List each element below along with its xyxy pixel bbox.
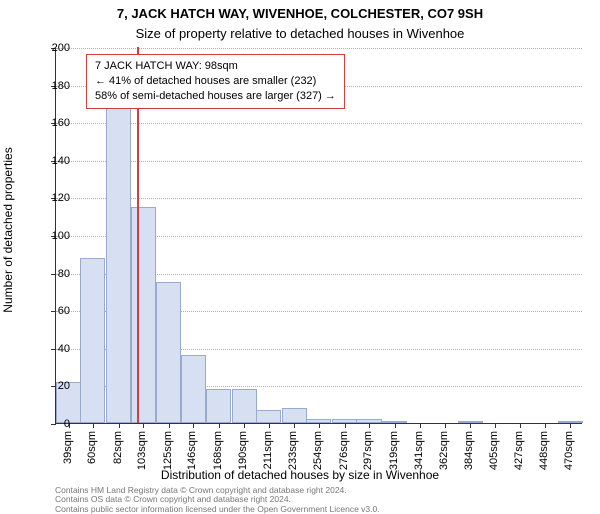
x-tick-mark	[495, 423, 496, 428]
y-tick-label: 60	[40, 305, 70, 317]
x-tick-mark	[520, 423, 521, 428]
y-tick-label: 160	[40, 117, 70, 129]
plot-area: 7 JACK HATCH WAY: 98sqm← 41% of detached…	[55, 48, 582, 424]
footer-text: Contains HM Land Registry data © Crown c…	[55, 486, 380, 514]
x-tick-mark	[193, 423, 194, 428]
x-tick-label: 60sqm	[86, 431, 98, 464]
x-tick-label: 146sqm	[186, 431, 198, 470]
x-axis-label: Distribution of detached houses by size …	[0, 468, 600, 482]
histogram-bar	[106, 92, 131, 423]
x-tick-mark	[294, 423, 295, 428]
x-tick-mark	[169, 423, 170, 428]
x-tick-label: 276sqm	[338, 431, 350, 470]
y-tick-label: 20	[40, 380, 70, 392]
x-tick-label: 254sqm	[312, 431, 324, 470]
x-tick-mark	[244, 423, 245, 428]
x-tick-label: 233sqm	[287, 431, 299, 470]
title-sub: Size of property relative to detached ho…	[0, 26, 600, 41]
x-tick-mark	[395, 423, 396, 428]
x-tick-mark	[219, 423, 220, 428]
x-tick-label: 362sqm	[438, 431, 450, 470]
x-tick-label: 82sqm	[112, 431, 124, 464]
x-tick-label: 125sqm	[162, 431, 174, 470]
histogram-bar	[156, 282, 181, 423]
y-tick-label: 0	[40, 418, 70, 430]
x-tick-mark	[445, 423, 446, 428]
x-tick-mark	[119, 423, 120, 428]
gridline	[56, 48, 582, 49]
histogram-bar	[181, 355, 206, 423]
x-tick-label: 168sqm	[212, 431, 224, 470]
x-tick-mark	[345, 423, 346, 428]
gridline	[56, 198, 582, 199]
y-tick-label: 100	[40, 230, 70, 242]
histogram-bar	[131, 207, 156, 423]
x-tick-label: 470sqm	[563, 431, 575, 470]
x-tick-mark	[369, 423, 370, 428]
y-axis-label: Number of detached properties	[1, 147, 15, 312]
x-tick-mark	[93, 423, 94, 428]
chart-container: 7, JACK HATCH WAY, WIVENHOE, COLCHESTER,…	[0, 0, 600, 500]
x-tick-label: 427sqm	[513, 431, 525, 470]
x-tick-mark	[319, 423, 320, 428]
y-tick-label: 40	[40, 343, 70, 355]
callout-line: ← 41% of detached houses are smaller (23…	[95, 74, 336, 89]
x-tick-mark	[269, 423, 270, 428]
gridline	[56, 123, 582, 124]
x-tick-mark	[545, 423, 546, 428]
x-tick-label: 103sqm	[136, 431, 148, 470]
x-tick-label: 448sqm	[538, 431, 550, 470]
x-tick-label: 297sqm	[362, 431, 374, 470]
x-tick-mark	[420, 423, 421, 428]
histogram-bar	[256, 410, 281, 423]
x-tick-mark	[470, 423, 471, 428]
histogram-bar	[80, 258, 105, 423]
histogram-bar	[206, 389, 231, 423]
callout-line: 7 JACK HATCH WAY: 98sqm	[95, 59, 336, 74]
y-tick-label: 80	[40, 268, 70, 280]
y-tick-label: 200	[40, 42, 70, 54]
callout-box: 7 JACK HATCH WAY: 98sqm← 41% of detached…	[86, 54, 345, 109]
callout-line: 58% of semi-detached houses are larger (…	[95, 89, 336, 104]
histogram-bar	[282, 408, 307, 423]
x-tick-label: 405sqm	[488, 431, 500, 470]
y-tick-label: 140	[40, 155, 70, 167]
gridline	[56, 161, 582, 162]
x-tick-label: 211sqm	[262, 431, 274, 469]
y-tick-label: 180	[40, 80, 70, 92]
y-tick-label: 120	[40, 192, 70, 204]
x-tick-label: 319sqm	[388, 431, 400, 470]
x-tick-label: 190sqm	[237, 431, 249, 470]
x-tick-label: 341sqm	[413, 431, 425, 470]
x-tick-mark	[570, 423, 571, 428]
x-tick-label: 384sqm	[463, 431, 475, 470]
x-tick-mark	[143, 423, 144, 428]
histogram-bar	[232, 389, 257, 423]
title-main: 7, JACK HATCH WAY, WIVENHOE, COLCHESTER,…	[0, 6, 600, 21]
x-tick-label: 39sqm	[62, 431, 74, 464]
